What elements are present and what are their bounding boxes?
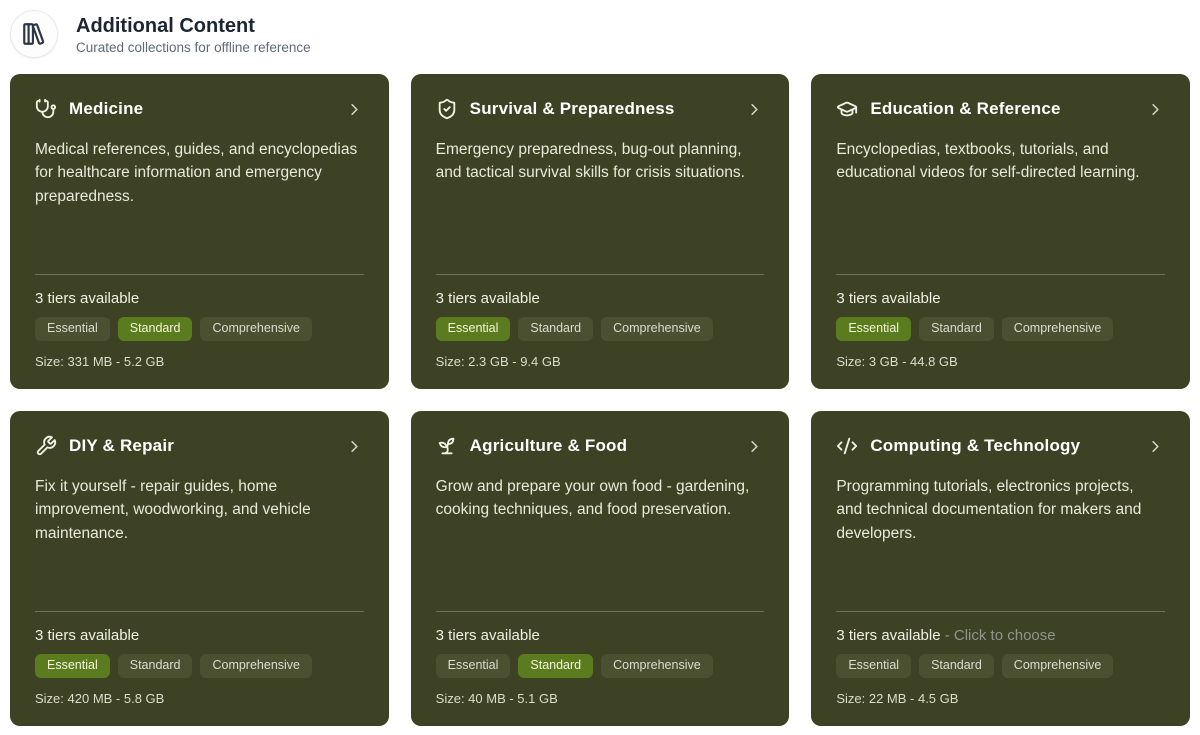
tiers-line: 3 tiers available - Click to choose bbox=[836, 627, 1165, 644]
tier-badge-comprehensive[interactable]: Comprehensive bbox=[200, 654, 313, 678]
chevron-right-icon bbox=[345, 437, 364, 456]
tier-badge-essential[interactable]: Essential bbox=[435, 654, 511, 678]
tiers-available-label: 3 tiers available bbox=[836, 290, 941, 308]
card-footer: 3 tiers available Essential Standard Compr… bbox=[35, 611, 364, 706]
wrench-icon bbox=[35, 435, 57, 457]
tiers-line: 3 tiers available bbox=[35, 290, 364, 307]
tier-badge-essential[interactable]: Essential bbox=[836, 654, 912, 678]
tier-badge-standard[interactable]: Standard bbox=[919, 317, 994, 341]
tier-badges: Essential Standard Comprehensive bbox=[35, 317, 364, 341]
card-description: Encyclopedias, textbooks, tutorials, and… bbox=[836, 141, 1140, 182]
tier-badge-essential[interactable]: Essential bbox=[836, 317, 912, 341]
card-title: Agriculture & Food bbox=[469, 436, 628, 455]
click-to-choose-hint: - Click to choose bbox=[944, 627, 1056, 645]
card-description: Programming tutorials, electronics proje… bbox=[836, 478, 1142, 542]
tiers-line: 3 tiers available bbox=[436, 627, 765, 644]
card-header: Agriculture & Food bbox=[436, 435, 765, 457]
card-header: Medicine bbox=[35, 98, 364, 120]
graduation-cap-icon bbox=[836, 98, 858, 120]
card-title: Computing & Technology bbox=[870, 436, 1081, 455]
card-description: Medical references, guides, and encyclop… bbox=[35, 141, 358, 205]
tiers-available-label: 3 tiers available bbox=[435, 627, 540, 645]
tier-badge-standard[interactable]: Standard bbox=[919, 654, 994, 678]
tiers-available-label: 3 tiers available bbox=[35, 627, 140, 645]
card-footer: 3 tiers available Essential Standard Compr… bbox=[836, 274, 1165, 369]
size-label: Size: 2.3 GB - 9.4 GB bbox=[435, 354, 561, 369]
sprout-icon bbox=[436, 435, 458, 457]
category-card[interactable]: DIY & Repair Fix it yourself - repair gu… bbox=[10, 411, 389, 726]
tier-badge-essential[interactable]: Essential bbox=[35, 317, 110, 341]
card-description: Emergency preparedness, bug-out planning… bbox=[435, 141, 745, 182]
category-card[interactable]: Survival & Preparedness Emergency prepar… bbox=[410, 74, 790, 389]
category-card[interactable]: Medicine Medical references, guides, and… bbox=[10, 74, 389, 389]
card-title: Education & Reference bbox=[870, 99, 1061, 118]
card-title: Survival & Preparedness bbox=[469, 99, 675, 118]
tier-badge-comprehensive[interactable]: Comprehensive bbox=[200, 317, 313, 341]
card-header: Computing & Technology bbox=[836, 435, 1165, 457]
card-header: Survival & Preparedness bbox=[436, 98, 765, 120]
page-title: Additional Content bbox=[76, 14, 255, 37]
stethoscope-icon bbox=[35, 98, 57, 120]
card-description: Grow and prepare your own food - gardeni… bbox=[435, 478, 750, 519]
tiers-line: 3 tiers available bbox=[436, 290, 765, 307]
tiers-available-label: 3 tiers available bbox=[35, 290, 140, 308]
tiers-line: 3 tiers available bbox=[35, 627, 364, 644]
card-footer: 3 tiers available Essential Standard Compr… bbox=[435, 611, 765, 706]
card-title: DIY & Repair bbox=[69, 436, 175, 455]
card-header: DIY & Repair bbox=[35, 435, 364, 457]
chevron-right-icon bbox=[745, 437, 764, 456]
card-footer: 3 tiers available Essential Standard Compr… bbox=[35, 274, 364, 369]
card-footer: 3 tiers available Essential Standard Compr… bbox=[435, 274, 765, 369]
code-icon bbox=[836, 435, 858, 457]
size-label: Size: 3 GB - 44.8 GB bbox=[836, 354, 958, 369]
category-card[interactable]: Education & Reference Encyclopedias, tex… bbox=[811, 74, 1190, 389]
tier-badge-comprehensive[interactable]: Comprehensive bbox=[1001, 654, 1114, 678]
tier-badges: Essential Standard Comprehensive bbox=[836, 317, 1165, 341]
chevron-right-icon bbox=[345, 100, 364, 119]
chevron-right-icon bbox=[1146, 437, 1165, 456]
tiers-available-label: 3 tiers available bbox=[836, 627, 941, 645]
tiers-available-label: 3 tiers available bbox=[435, 290, 540, 308]
size-label: Size: 331 MB - 5.2 GB bbox=[35, 354, 165, 369]
tier-badge-comprehensive[interactable]: Comprehensive bbox=[601, 654, 713, 678]
tier-badge-essential[interactable]: Essential bbox=[35, 654, 110, 678]
tier-badge-comprehensive[interactable]: Comprehensive bbox=[1001, 317, 1114, 341]
library-icon bbox=[10, 10, 58, 58]
size-label: Size: 420 MB - 5.8 GB bbox=[35, 691, 165, 706]
tier-badge-comprehensive[interactable]: Comprehensive bbox=[601, 317, 713, 341]
card-header: Education & Reference bbox=[836, 98, 1165, 120]
tier-badge-standard[interactable]: Standard bbox=[518, 317, 594, 341]
tier-badge-essential[interactable]: Essential bbox=[435, 317, 511, 341]
size-label: Size: 22 MB - 4.5 GB bbox=[836, 691, 959, 706]
tier-badges: Essential Standard Comprehensive bbox=[435, 317, 765, 341]
size-label: Size: 40 MB - 5.1 GB bbox=[435, 691, 558, 706]
page-subtitle: Curated collections for offline referenc… bbox=[76, 39, 311, 55]
tier-badge-standard[interactable]: Standard bbox=[518, 654, 594, 678]
category-card[interactable]: Computing & Technology Programming tutor… bbox=[811, 411, 1190, 726]
tier-badge-standard[interactable]: Standard bbox=[117, 654, 193, 678]
tier-badges: Essential Standard Comprehensive bbox=[836, 654, 1165, 678]
chevron-right-icon bbox=[745, 100, 764, 119]
category-card[interactable]: Agriculture & Food Grow and prepare your… bbox=[410, 411, 790, 726]
chevron-right-icon bbox=[1146, 100, 1165, 119]
tier-badges: Essential Standard Comprehensive bbox=[435, 654, 765, 678]
card-description: Fix it yourself - repair guides, home im… bbox=[35, 478, 311, 542]
tier-badges: Essential Standard Comprehensive bbox=[35, 654, 364, 678]
content-grid: Medicine Medical references, guides, and… bbox=[10, 74, 1190, 726]
card-footer: 3 tiers available - Click to choose Esse… bbox=[836, 611, 1165, 706]
tier-badge-standard[interactable]: Standard bbox=[117, 317, 193, 341]
shield-check-icon bbox=[436, 98, 458, 120]
card-title: Medicine bbox=[69, 99, 144, 118]
page-header: Additional Content Curated collections f… bbox=[10, 10, 1190, 58]
tiers-line: 3 tiers available bbox=[836, 290, 1165, 307]
